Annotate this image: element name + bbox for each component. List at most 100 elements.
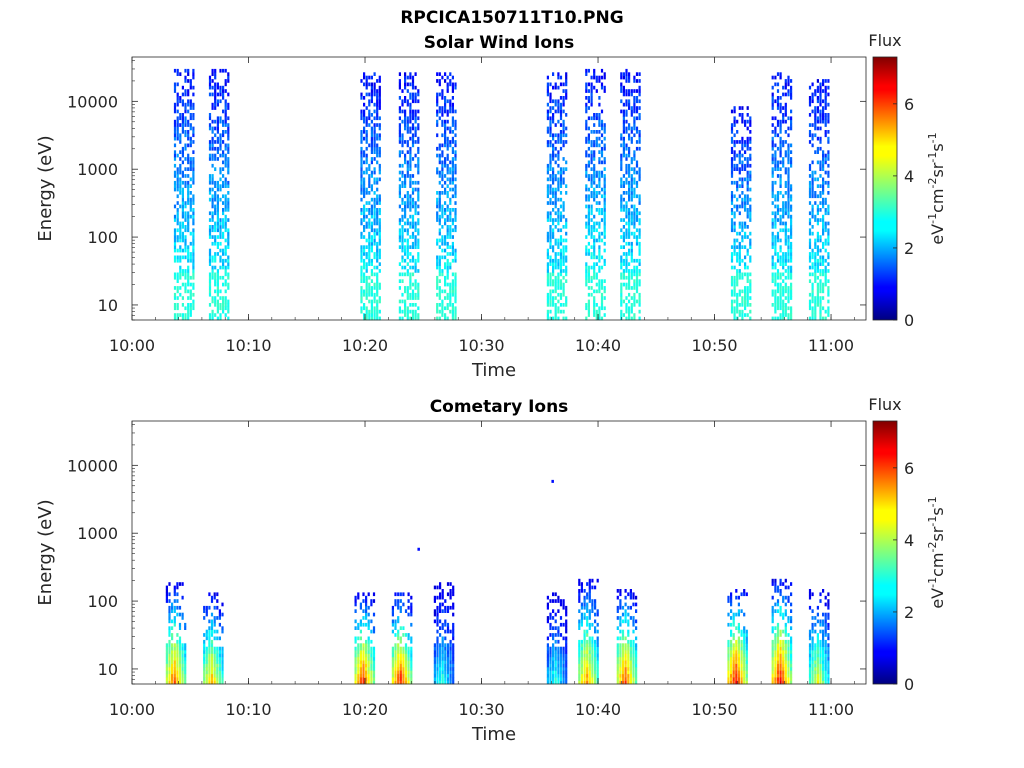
spectrogram-cell: [363, 187, 366, 192]
spectrogram-cell: [181, 119, 184, 124]
spectrogram-cell: [362, 599, 365, 603]
spectrogram-cell: [368, 113, 371, 117]
spectrogram-cell: [376, 214, 379, 219]
spectrogram-cell: [398, 123, 401, 127]
spectrogram-cell: [417, 231, 420, 236]
spectrogram-cell: [565, 612, 568, 617]
spectrogram-cell: [365, 221, 368, 226]
spectrogram-cell: [441, 191, 444, 195]
spectrogram-cell: [779, 316, 782, 321]
spectrogram-cell: [630, 231, 633, 236]
spectrogram-cell: [398, 204, 401, 209]
spectrogram-cell: [746, 113, 749, 117]
spectrogram-cell: [635, 258, 639, 263]
spectrogram-cell: [178, 663, 182, 668]
spectrogram-cell: [616, 653, 619, 658]
spectrogram-cell: [583, 605, 586, 610]
spectrogram-cell: [168, 626, 171, 630]
spectrogram-cell: [184, 235, 187, 239]
spectrogram-cell: [227, 75, 230, 80]
spectrogram-cell: [549, 258, 552, 263]
spectrogram-cell: [549, 116, 552, 121]
spectrogram-cell: [449, 187, 452, 192]
spectrogram-cell: [559, 255, 563, 260]
spectrogram-cell: [744, 245, 747, 249]
spectrogram-cell: [218, 670, 221, 675]
spectrogram-cell: [192, 160, 195, 165]
spectrogram-cell: [827, 92, 830, 97]
spectrogram-cell: [814, 269, 817, 273]
spectrogram-cell: [808, 201, 812, 205]
spectrogram-cell: [208, 680, 211, 685]
spectrogram-cell: [580, 663, 583, 668]
spectrogram-cell: [746, 214, 749, 219]
spectrogram-cell: [546, 89, 549, 93]
spectrogram-cell: [596, 670, 599, 675]
spectrogram-cell: [588, 582, 591, 586]
spectrogram-cell: [173, 85, 177, 90]
spectrogram-cell: [441, 680, 444, 685]
spectrogram-cell: [360, 255, 363, 260]
spectrogram-cell: [633, 221, 636, 226]
spectrogram-cell: [635, 282, 639, 287]
spectrogram-cell: [409, 157, 412, 161]
spectrogram-cell: [365, 140, 368, 144]
spectrogram-cell: [401, 225, 404, 229]
x-tick-label: 10:50: [691, 336, 737, 355]
spectrogram-cell: [598, 177, 601, 182]
spectrogram-cell: [438, 214, 441, 219]
spectrogram-cell: [774, 245, 777, 249]
spectrogram-cell: [816, 109, 819, 114]
spectrogram-cell: [638, 221, 641, 226]
spectrogram-cell: [184, 643, 187, 647]
spectrogram-cell: [444, 275, 447, 280]
spectrogram-cell: [816, 252, 819, 256]
spectrogram-cell: [227, 136, 230, 141]
spectrogram-cell: [819, 258, 822, 263]
spectrogram-cell: [368, 241, 371, 246]
spectrogram-cell: [578, 599, 581, 603]
spectrogram-cell: [738, 113, 741, 117]
spectrogram-cell: [822, 184, 825, 188]
spectrogram-cell: [446, 218, 449, 222]
spectrogram-cell: [578, 619, 581, 624]
spectrogram-cell: [774, 303, 777, 307]
spectrogram-cell: [373, 140, 376, 144]
spectrogram-cell: [192, 92, 195, 97]
spectrogram-cell: [398, 85, 401, 90]
spectrogram-cell: [224, 116, 227, 121]
spectrogram-cell: [784, 102, 787, 107]
spectrogram-cell: [378, 163, 381, 168]
spectrogram-cell: [819, 208, 822, 212]
spectrogram-cell: [782, 272, 785, 277]
spectrogram-cell: [776, 146, 780, 151]
spectrogram-cell: [360, 167, 363, 171]
spectrogram-cell: [622, 174, 625, 178]
spectrogram-cell: [203, 646, 206, 651]
spectrogram-cell: [454, 275, 457, 280]
spectrogram-cell: [449, 82, 452, 87]
spectrogram-cell: [559, 218, 563, 222]
spectrogram-cell: [373, 309, 376, 314]
spectrogram-cell: [578, 592, 581, 597]
spectrogram-cell: [401, 174, 404, 178]
spectrogram-cell: [409, 72, 412, 76]
spectrogram-cell: [176, 99, 179, 104]
spectrogram-cell: [620, 275, 623, 280]
spectrogram-cell: [586, 582, 589, 586]
spectrogram-cell: [451, 119, 454, 124]
spectrogram-cell: [410, 656, 413, 661]
spectrogram-cell: [173, 667, 176, 671]
spectrogram-cell: [439, 602, 442, 607]
spectrogram-cell: [444, 136, 447, 141]
spectrogram-cell: [370, 140, 373, 144]
spectrogram-cell: [227, 228, 230, 233]
spectrogram-cell: [746, 248, 749, 253]
spectrogram-cell: [214, 180, 217, 185]
spectrogram-cell: [736, 231, 739, 236]
spectrogram-cell: [373, 133, 376, 138]
spectrogram-cell: [184, 653, 187, 658]
spectrogram-cell: [811, 123, 814, 127]
spectrogram-cell: [557, 85, 560, 90]
spectrogram-cell: [784, 201, 787, 205]
